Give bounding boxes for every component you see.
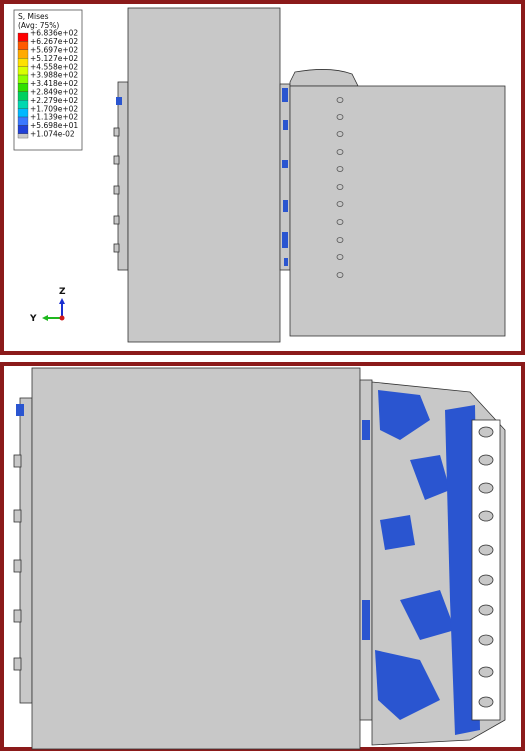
legend-swatch — [18, 33, 28, 41]
origin — [60, 316, 65, 321]
legend-swatch — [18, 117, 28, 125]
legend-swatch — [18, 109, 28, 117]
legend-swatch — [18, 41, 28, 49]
z-axis-label: Z — [59, 287, 66, 297]
stress-patch — [16, 404, 24, 416]
legend-swatch — [18, 92, 28, 100]
figure: S, Mises(Avg: 75%)+6.965e+02+6.385e+02+5… — [0, 0, 525, 751]
legend-swatch — [18, 75, 28, 83]
legend-swatch — [18, 134, 28, 138]
side-strip — [20, 398, 32, 703]
legend-swatch — [18, 58, 28, 66]
legend-label: +1.074e-02 — [30, 129, 75, 138]
legend-title: S, Mises — [18, 12, 49, 21]
legend-swatch — [18, 125, 28, 133]
side-strip — [118, 82, 128, 270]
main-plate — [128, 8, 280, 342]
panel-1: S, Mises(Avg: 75%)+6.965e+02+6.385e+02+5… — [2, 2, 523, 353]
panel-2 — [2, 364, 523, 749]
stress-patch — [116, 97, 122, 105]
beam-plate — [290, 86, 505, 336]
legend-swatch — [18, 50, 28, 58]
legend-swatch — [18, 67, 28, 75]
y-axis-label: Y — [29, 314, 37, 324]
main-plate — [32, 368, 360, 749]
legend-swatch — [18, 100, 28, 108]
legend-swatch — [18, 83, 28, 91]
